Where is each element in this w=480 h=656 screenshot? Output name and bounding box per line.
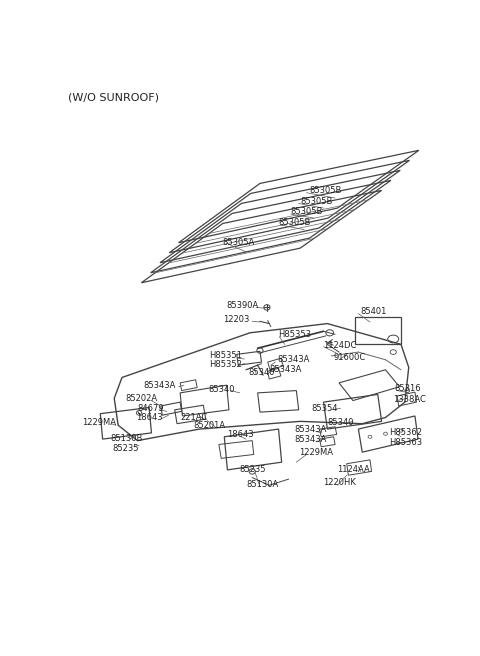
- Text: 85305B: 85305B: [310, 186, 342, 195]
- Text: 85305A: 85305A: [223, 238, 255, 247]
- Text: 85340: 85340: [327, 418, 354, 426]
- Text: H85352: H85352: [210, 360, 242, 369]
- Text: 85202A: 85202A: [126, 394, 158, 403]
- Text: 85130B: 85130B: [110, 434, 143, 443]
- Text: 12203: 12203: [223, 316, 249, 324]
- Text: 85201A: 85201A: [193, 420, 226, 430]
- Text: 91600C: 91600C: [334, 353, 366, 362]
- Text: 85130A: 85130A: [246, 480, 278, 489]
- Text: 85316: 85316: [395, 384, 421, 393]
- Text: 85390A: 85390A: [227, 300, 259, 310]
- Text: 85305B: 85305B: [300, 197, 333, 205]
- Text: 85340: 85340: [209, 384, 235, 394]
- Text: 85354: 85354: [312, 404, 338, 413]
- Text: 85235: 85235: [240, 465, 266, 474]
- Text: (W/O SUNROOF): (W/O SUNROOF): [68, 92, 159, 102]
- Text: 1229MA: 1229MA: [299, 449, 333, 457]
- Text: 85340: 85340: [248, 367, 275, 377]
- Text: H85351: H85351: [210, 352, 242, 360]
- Text: 1124AA: 1124AA: [337, 465, 370, 474]
- Text: 85305B: 85305B: [278, 218, 311, 227]
- Text: 1338AC: 1338AC: [393, 394, 426, 403]
- Text: 85343A: 85343A: [295, 434, 327, 443]
- Text: 1124DC: 1124DC: [324, 340, 357, 350]
- Text: 18643: 18643: [136, 413, 163, 422]
- Text: 1220HK: 1220HK: [324, 478, 356, 487]
- Text: 85305B: 85305B: [290, 207, 323, 216]
- Text: 1229MA: 1229MA: [82, 418, 116, 426]
- Text: 85235: 85235: [113, 444, 139, 453]
- Text: 18643: 18643: [227, 430, 253, 439]
- Text: 84679: 84679: [137, 404, 164, 413]
- Text: 85343A: 85343A: [295, 424, 327, 434]
- Text: 85343A: 85343A: [144, 380, 176, 390]
- Text: 85343A: 85343A: [269, 365, 301, 375]
- Text: 221AC: 221AC: [180, 413, 207, 422]
- Text: H85362: H85362: [389, 428, 422, 438]
- Text: 85401: 85401: [360, 307, 387, 316]
- Text: H85363: H85363: [389, 438, 422, 447]
- Text: 85343A: 85343A: [277, 356, 310, 364]
- Text: H85353: H85353: [278, 330, 312, 339]
